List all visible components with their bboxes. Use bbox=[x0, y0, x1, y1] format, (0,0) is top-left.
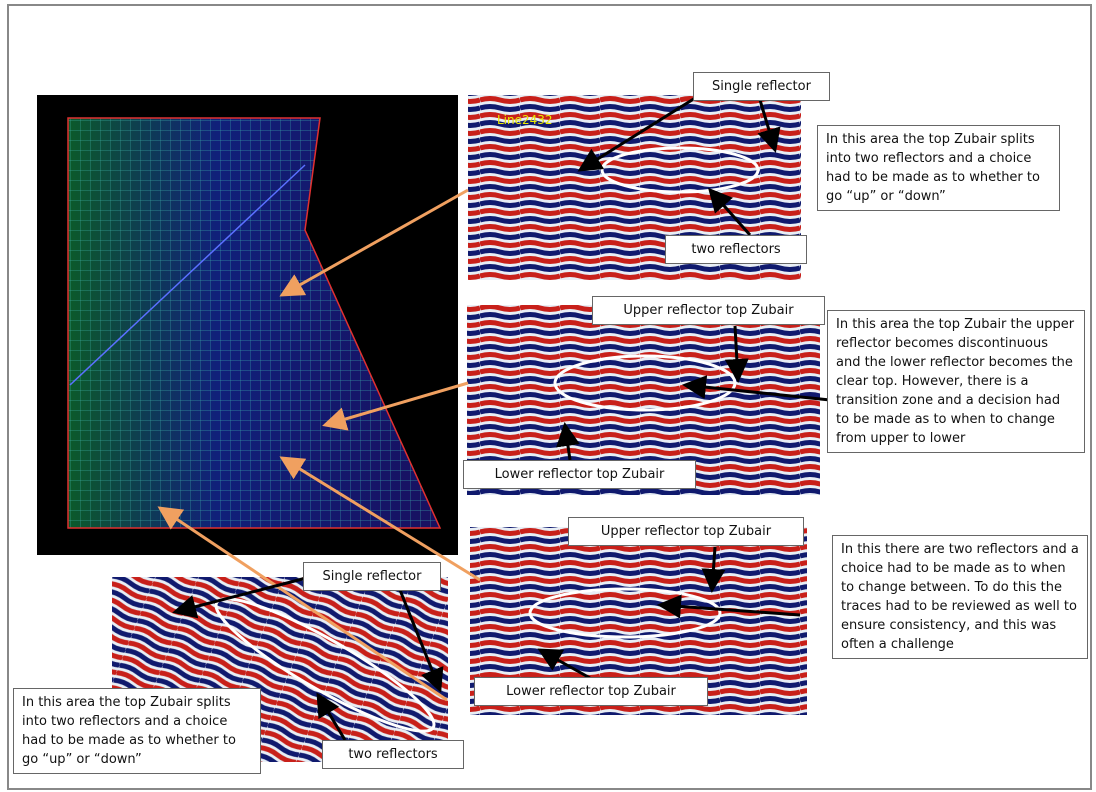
line-label: Line2432 bbox=[497, 113, 553, 127]
callout: Single reflector bbox=[303, 562, 441, 591]
callout: Upper reflector top Zubair bbox=[568, 517, 804, 546]
description: In this area the top Zubair the upper re… bbox=[827, 310, 1085, 453]
description: In this area the top Zubair splits into … bbox=[817, 125, 1060, 211]
callout: two reflectors bbox=[322, 740, 464, 769]
callout: Lower reflector top Zubair bbox=[474, 677, 708, 706]
map bbox=[37, 95, 458, 555]
callout: Upper reflector top Zubair bbox=[592, 296, 825, 325]
page: Line2432 Single reflector two reflectors… bbox=[0, 0, 1096, 792]
description: In this area the top Zubair splits into … bbox=[13, 688, 261, 774]
callout: Lower reflector top Zubair bbox=[463, 460, 696, 489]
callout: Single reflector bbox=[693, 72, 830, 101]
callout: two reflectors bbox=[665, 235, 807, 264]
description: In this there are two reflectors and a c… bbox=[832, 535, 1088, 659]
